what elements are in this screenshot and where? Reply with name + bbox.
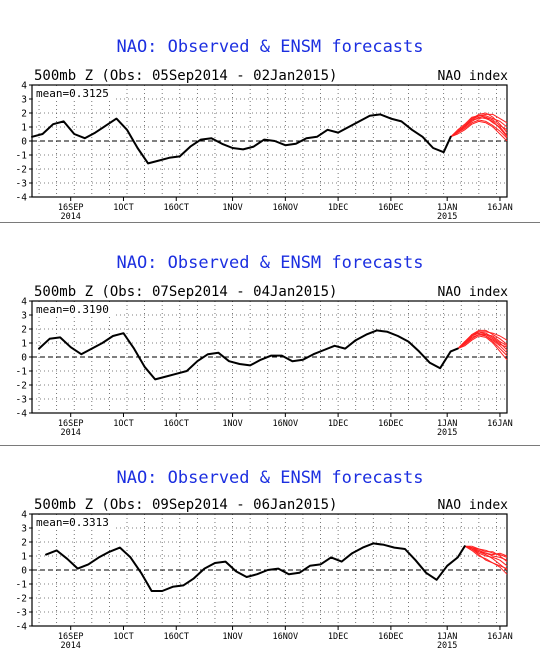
x-tick-label: 1DEC (328, 203, 348, 213)
forecast-member-line (464, 545, 508, 561)
y-tick-label: 0 (21, 353, 27, 364)
x-tick-label: 16NOV (273, 632, 299, 642)
nao-chart-svg: NAO: Observed & ENSM forecasts 500mb Z (O… (16, 253, 513, 438)
y-tick-label: -1 (16, 151, 28, 162)
index-label: NAO index (438, 498, 509, 513)
x-tick-label: 16JAN (487, 632, 513, 642)
x-tick-label: 16JAN (487, 203, 513, 213)
mean-label: mean=0.3125 (36, 87, 109, 100)
y-tick-label: -4 (16, 622, 28, 633)
y-tick-label: 0 (21, 137, 27, 148)
chart-subtitle: 500mb Z (Obs: 09Sep2014 - 06Jan2015) (34, 497, 337, 513)
y-tick-label: 4 (21, 510, 27, 521)
mean-label: mean=0.3313 (36, 516, 109, 529)
forecast-member-line (464, 545, 508, 562)
y-tick-label: -2 (16, 381, 27, 392)
y-tick-label: -3 (16, 179, 27, 190)
chart-title: NAO: Observed & ENSM forecasts (116, 253, 423, 273)
nao-panel-2: NAO: Observed & ENSM forecasts 500mb Z (O… (0, 223, 540, 445)
forecast-member-line (457, 334, 508, 350)
y-tick-label: 2 (21, 325, 27, 336)
mean-label-bg (33, 515, 115, 529)
x-tick-year-label: 2014 (60, 641, 80, 651)
observed-nao-line (31, 113, 452, 165)
x-tick-label: 1NOV (222, 419, 242, 429)
x-tick-label: 1OCT (113, 203, 133, 213)
x-tick-label: 1NOV (222, 203, 242, 213)
x-tick-label: 16OCT (163, 632, 189, 642)
x-tick-label: 1JAN (437, 203, 457, 213)
y-tick-label: 0 (21, 566, 27, 577)
y-tick-label: 4 (21, 81, 27, 92)
forecast-member-line (450, 119, 508, 139)
panel-divider (0, 222, 540, 223)
y-tick-label: -3 (16, 608, 27, 619)
y-tick-label: -1 (16, 580, 28, 591)
panel-divider (0, 445, 540, 446)
y-tick-label: 1 (21, 339, 27, 350)
y-tick-label: -2 (16, 165, 27, 176)
chart-subtitle: 500mb Z (Obs: 07Sep2014 - 04Jan2015) (34, 284, 337, 300)
y-tick-label: 3 (21, 95, 27, 106)
mean-label-bg (33, 86, 115, 100)
x-tick-label: 1OCT (113, 632, 133, 642)
nao-panel-3: NAO: Observed & ENSM forecasts 500mb Z (O… (0, 446, 540, 654)
nao-chart-svg: NAO: Observed & ENSM forecasts 500mb Z (O… (16, 37, 513, 222)
y-tick-label: 4 (21, 297, 27, 308)
x-tick-year-label: 2014 (60, 212, 80, 222)
index-label: NAO index (438, 69, 509, 84)
x-tick-label: 16DEC (378, 203, 404, 213)
y-tick-label: -2 (16, 594, 27, 605)
x-tick-year-label: 2015 (437, 428, 457, 438)
x-tick-label: 1DEC (328, 419, 348, 429)
mean-label: mean=0.3190 (36, 303, 109, 316)
observed-nao-line (45, 542, 466, 592)
forecast-member-line (450, 115, 508, 138)
x-tick-year-label: 2015 (437, 641, 457, 651)
observed-nao-line (38, 329, 459, 381)
x-tick-label: 16OCT (163, 203, 189, 213)
chart-subtitle: 500mb Z (Obs: 05Sep2014 - 02Jan2015) (34, 68, 337, 84)
x-tick-label: 16OCT (163, 419, 189, 429)
y-tick-label: 3 (21, 524, 27, 535)
index-label: NAO index (438, 285, 509, 300)
nao-chart-svg: NAO: Observed & ENSM forecasts 500mb Z (O… (16, 468, 513, 651)
y-tick-label: -4 (16, 409, 28, 420)
chart-title: NAO: Observed & ENSM forecasts (116, 37, 423, 57)
y-tick-label: -1 (16, 367, 28, 378)
forecast-member-line (450, 120, 508, 142)
x-tick-label: 16DEC (378, 419, 404, 429)
y-tick-label: 1 (21, 123, 27, 134)
x-tick-label: 16SEP (58, 632, 84, 642)
x-tick-label: 16DEC (378, 632, 404, 642)
x-tick-label: 16NOV (273, 419, 299, 429)
y-tick-label: 3 (21, 311, 27, 322)
x-tick-label: 16SEP (58, 203, 84, 213)
x-tick-label: 1JAN (437, 632, 457, 642)
forecast-member-line (457, 331, 508, 349)
forecast-member-line (464, 545, 508, 571)
y-tick-label: -4 (16, 193, 28, 204)
x-tick-label: 16JAN (487, 419, 513, 429)
y-tick-label: -3 (16, 395, 27, 406)
chart-title: NAO: Observed & ENSM forecasts (116, 468, 423, 488)
x-tick-label: 1JAN (437, 419, 457, 429)
x-tick-label: 1NOV (222, 632, 242, 642)
x-tick-year-label: 2014 (60, 428, 80, 438)
forecast-member-line (457, 335, 508, 361)
y-tick-label: 1 (21, 552, 27, 563)
forecast-member-line (464, 545, 508, 575)
x-tick-label: 1OCT (113, 419, 133, 429)
y-tick-label: 2 (21, 109, 27, 120)
y-tick-label: 2 (21, 538, 27, 549)
mean-label-bg (33, 302, 115, 316)
x-tick-label: 16NOV (273, 203, 299, 213)
x-tick-year-label: 2015 (437, 212, 457, 222)
x-tick-label: 1DEC (328, 632, 348, 642)
x-tick-label: 16SEP (58, 419, 84, 429)
nao-panel-1: NAO: Observed & ENSM forecasts 500mb Z (O… (0, 0, 540, 222)
